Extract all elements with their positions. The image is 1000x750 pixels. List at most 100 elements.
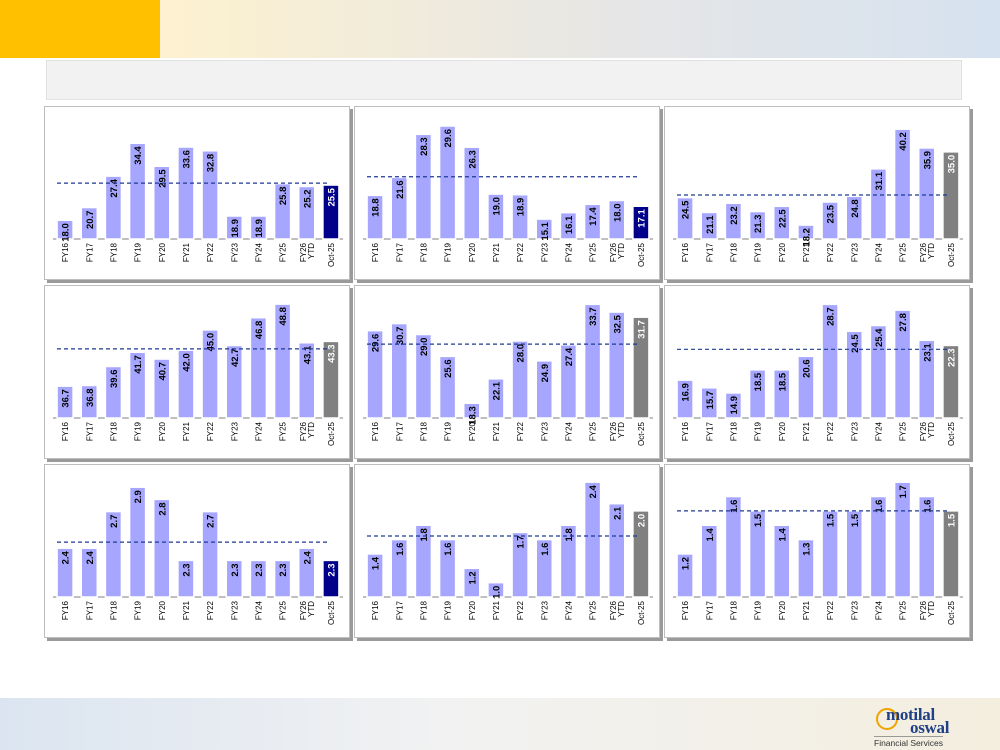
bar-fy23 <box>535 218 553 240</box>
bar-fy16 <box>56 219 74 240</box>
x-tick-label: Oct-25 <box>637 242 646 267</box>
bar-fy22 <box>511 193 529 240</box>
data-label: 14.9 <box>729 396 740 415</box>
data-label: 16.9 <box>681 383 692 402</box>
bar-fy24 <box>249 215 268 240</box>
bar-fy17 <box>80 206 98 240</box>
bar-oct-25 <box>632 316 650 419</box>
bar-fy16 <box>676 553 694 598</box>
x-tick-label: FY22 <box>516 600 525 620</box>
x-tick-label: FY23 <box>850 242 859 262</box>
data-label: 2.3 <box>254 563 265 576</box>
data-label: 30.7 <box>395 327 406 346</box>
x-tick-label: FY26 <box>919 421 928 441</box>
data-label: 1.8 <box>419 528 430 541</box>
data-label: 2.1 <box>612 506 623 520</box>
x-tick-label: FY24 <box>564 242 573 262</box>
bar-fy20 <box>153 165 171 240</box>
bar-fy24 <box>869 495 888 598</box>
chart-panel-8: 1.4 FY16 1.6 FY17 1.8 FY18 1.6 FY19 1.2 FY20 1.0 FY… <box>354 464 660 638</box>
chart-svg-8: 1.4FY161.6FY171.8FY181.6FY191.2FY201.0FY… <box>363 481 653 625</box>
bar-fy18 <box>104 175 123 240</box>
bar-fy22 <box>201 510 219 598</box>
bar-fy23 <box>225 215 243 240</box>
data-label: 43.1 <box>302 345 313 364</box>
data-label: 40.2 <box>898 132 909 151</box>
bar-fy17 <box>700 211 718 240</box>
bar-fy19 <box>438 355 457 419</box>
x-tick-label: FY22 <box>826 421 835 441</box>
bar-fy26-ytd <box>918 147 936 240</box>
x-tick-label: FY21 <box>492 242 501 262</box>
bar-fy19 <box>438 538 457 598</box>
chart-panel-6: 16.9 FY16 15.7 FY17 14.9 FY18 18.5 FY19 18.5 FY20… <box>664 285 970 459</box>
chart-panel-3: 24.5 FY16 21.1 FY17 23.2 FY18 21.3 FY19 22.5 FY20… <box>664 106 970 280</box>
data-label: 2.0 <box>636 514 647 527</box>
data-label: 35.9 <box>922 151 933 170</box>
x-tick-label: FY19 <box>754 600 763 620</box>
bar-fy17 <box>390 538 408 598</box>
x-tick-label: FY23 <box>850 600 859 620</box>
x-tick-label: FY24 <box>874 600 883 620</box>
x-tick-label: FY22 <box>826 242 835 262</box>
x-tick-label: FY25 <box>279 421 288 441</box>
bar-fy22 <box>821 201 839 240</box>
bar-fy26-ytd <box>298 185 316 240</box>
x-tick-label: FY20 <box>158 421 167 441</box>
data-label: 29.6 <box>371 334 382 353</box>
chart-svg-3: 24.5 FY16 21.1 FY17 23.2 FY18 21.3 FY19 22.5 FY20… <box>673 128 963 267</box>
x-tick-label: FY16 <box>61 600 70 620</box>
x-tick-label: FY24 <box>254 242 263 262</box>
x-tick-label: Oct-25 <box>327 242 336 267</box>
bar-fy23 <box>535 538 553 598</box>
bar-fy25 <box>583 203 602 240</box>
x-tick-label: FY20 <box>468 600 477 620</box>
bar-fy20 <box>773 205 791 240</box>
bar-fy20 <box>463 146 481 240</box>
x-tick-label: FY17 <box>85 242 94 262</box>
data-label: 18.9 <box>230 219 241 238</box>
bar-fy17 <box>390 176 408 240</box>
x-tick-label: FY17 <box>395 242 404 262</box>
x-tick-label: FY18 <box>419 600 428 620</box>
data-label: 20.6 <box>801 359 812 378</box>
x-tick-label: FY17 <box>705 600 714 620</box>
x-tick-label: Oct-25 <box>327 421 336 446</box>
data-label: 2.4 <box>302 550 313 564</box>
x-tick-label: FY24 <box>874 421 883 441</box>
x-tick-label: FY24 <box>874 242 883 262</box>
bar-fy23 <box>225 344 243 419</box>
bar-fy18 <box>104 365 123 419</box>
data-label: 20.7 <box>85 211 96 230</box>
data-label: 22.1 <box>491 381 502 400</box>
data-label: 1.4 <box>777 528 788 542</box>
x-tick-label: Oct-25 <box>637 600 646 625</box>
x-tick-label: FY18 <box>109 242 118 262</box>
data-label: 25.2 <box>302 189 313 208</box>
data-label: 18.5 <box>753 372 764 391</box>
bar-fy25 <box>273 303 292 419</box>
chart-svg-9: 1.2 FY16 1.4 FY17 1.6 FY18 1.5 FY19 1.4 FY20 1.3 FY… <box>673 481 963 625</box>
data-label: 29.6 <box>443 129 454 148</box>
data-label: 31.1 <box>874 171 885 190</box>
bar-fy16 <box>56 385 74 419</box>
bar-fy18 <box>104 510 123 598</box>
x-tick-label: FY19 <box>444 242 453 262</box>
bar-fy19 <box>128 142 147 240</box>
data-label: 2.4 <box>588 484 599 498</box>
x-tick-label: Oct-25 <box>947 242 956 267</box>
data-label: 28.7 <box>826 307 837 325</box>
bar-fy26-ytd <box>608 502 626 598</box>
footer-band <box>0 698 1000 750</box>
x-tick-label: FY26 <box>609 600 618 620</box>
bar-fy22 <box>821 303 839 419</box>
bar-fy16 <box>56 547 74 598</box>
bar-fy26-ytd <box>918 339 936 419</box>
data-label: 2.4 <box>61 550 72 564</box>
data-label: 15.7 <box>705 391 716 410</box>
x-tick-label: YTD <box>307 422 316 438</box>
x-tick-label: FY16 <box>371 600 380 620</box>
x-tick-label: FY23 <box>540 242 549 262</box>
data-label: 1.7 <box>898 485 909 498</box>
data-label: 24.5 <box>850 334 861 353</box>
